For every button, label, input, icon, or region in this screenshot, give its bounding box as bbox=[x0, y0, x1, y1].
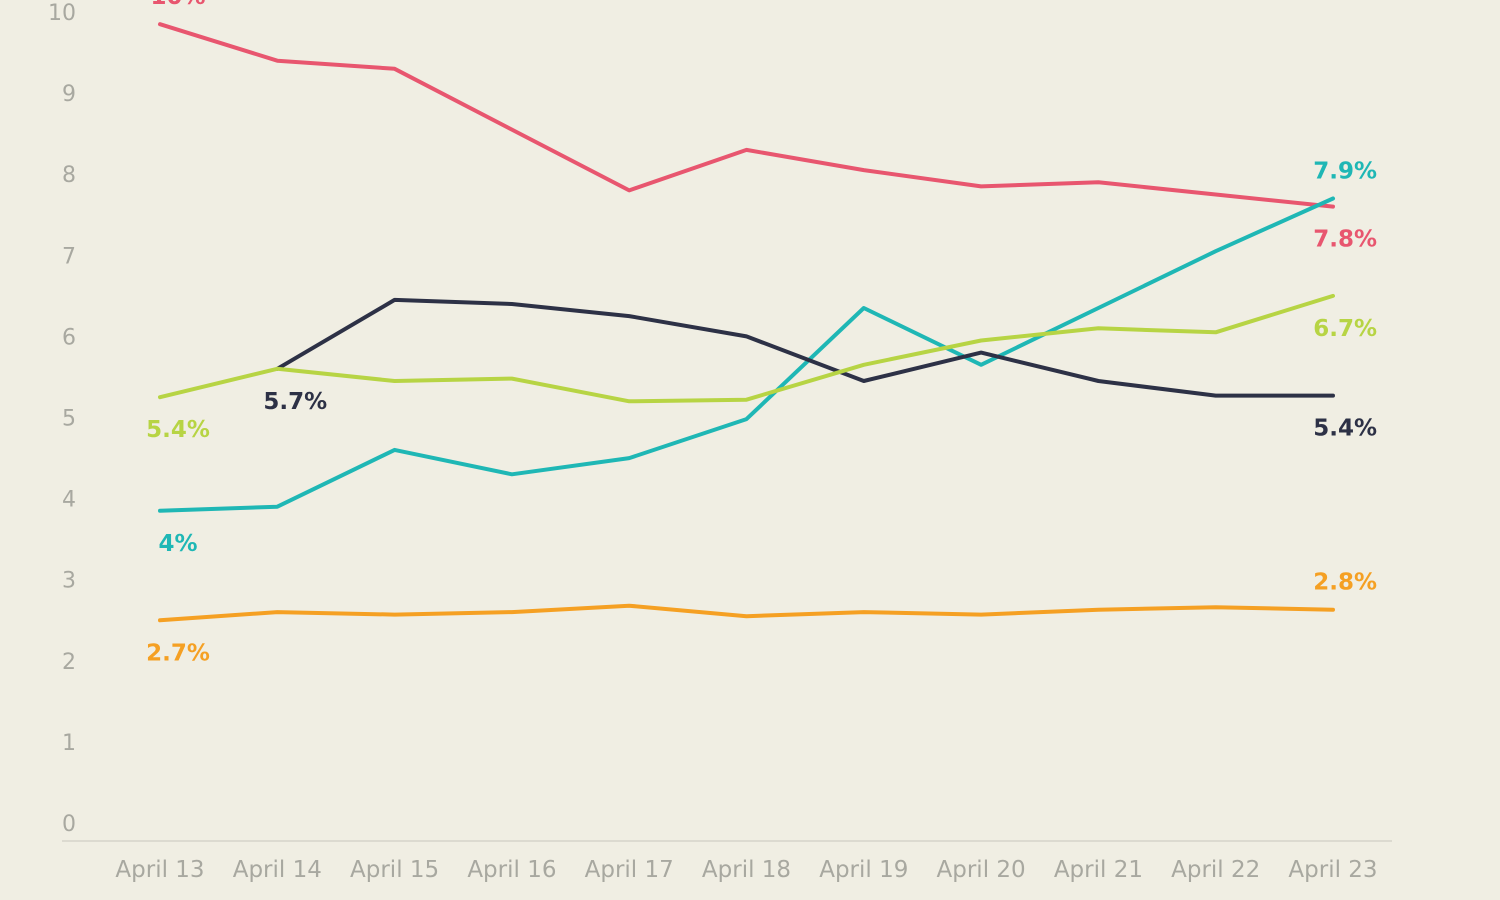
y-tick-label: 9 bbox=[62, 82, 76, 107]
data-label-teal: 4% bbox=[158, 531, 197, 557]
series-line-teal bbox=[158, 196, 1335, 513]
y-tick-label: 0 bbox=[62, 812, 76, 837]
data-label-navy: 5.4% bbox=[1313, 416, 1377, 442]
x-axis: April 13 April 14 April 15 April 16 April 17… bbox=[115, 857, 1377, 883]
y-tick-label: 8 bbox=[62, 163, 76, 188]
data-label-navy: 5.7% bbox=[263, 389, 327, 415]
x-tick-label: April 16 bbox=[467, 857, 556, 883]
x-tick-label: April 14 bbox=[233, 857, 322, 883]
data-label-teal: 7.9% bbox=[1313, 159, 1377, 185]
y-tick-label: 10 bbox=[48, 1, 76, 26]
series-line-navy bbox=[275, 297, 1335, 398]
y-tick-label: 5 bbox=[62, 407, 76, 432]
y-tick-label: 4 bbox=[62, 488, 76, 513]
y-tick-label: 1 bbox=[62, 731, 76, 756]
x-tick-label: April 17 bbox=[585, 857, 674, 883]
x-tick-label: April 15 bbox=[350, 857, 439, 883]
data-label-lime: 6.7% bbox=[1313, 316, 1377, 342]
y-tick-label: 7 bbox=[62, 244, 76, 269]
x-tick-label: April 23 bbox=[1288, 857, 1377, 883]
data-label-orange: 2.8% bbox=[1313, 570, 1377, 596]
x-tick-label: April 21 bbox=[1054, 857, 1143, 883]
x-tick-label: April 19 bbox=[819, 857, 908, 883]
x-tick-label: April 13 bbox=[115, 857, 204, 883]
data-label-lime: 5.4% bbox=[146, 417, 210, 443]
series-line-lime bbox=[158, 293, 1335, 404]
series-line-orange bbox=[158, 603, 1335, 623]
x-tick-label: April 20 bbox=[937, 857, 1026, 883]
y-tick-label: 3 bbox=[62, 569, 76, 594]
data-label-orange: 2.7% bbox=[146, 640, 210, 666]
x-tick-label: April 22 bbox=[1171, 857, 1260, 883]
data-label-layer: 10% 7.8% 4% 7.9% 5.7% 5.4% 5.4% 6.7% 2.7% 2.8% bbox=[146, 0, 1377, 666]
y-tick-label: 2 bbox=[62, 650, 76, 675]
series-line-pink bbox=[158, 22, 1335, 209]
data-label-pink: 7.8% bbox=[1313, 227, 1377, 253]
y-axis: 0 1 2 3 4 5 6 7 8 9 10 bbox=[48, 1, 76, 837]
series-layer bbox=[158, 22, 1335, 623]
x-tick-label: April 18 bbox=[702, 857, 791, 883]
y-tick-label: 6 bbox=[62, 325, 76, 350]
data-label-pink: 10% bbox=[150, 0, 205, 10]
